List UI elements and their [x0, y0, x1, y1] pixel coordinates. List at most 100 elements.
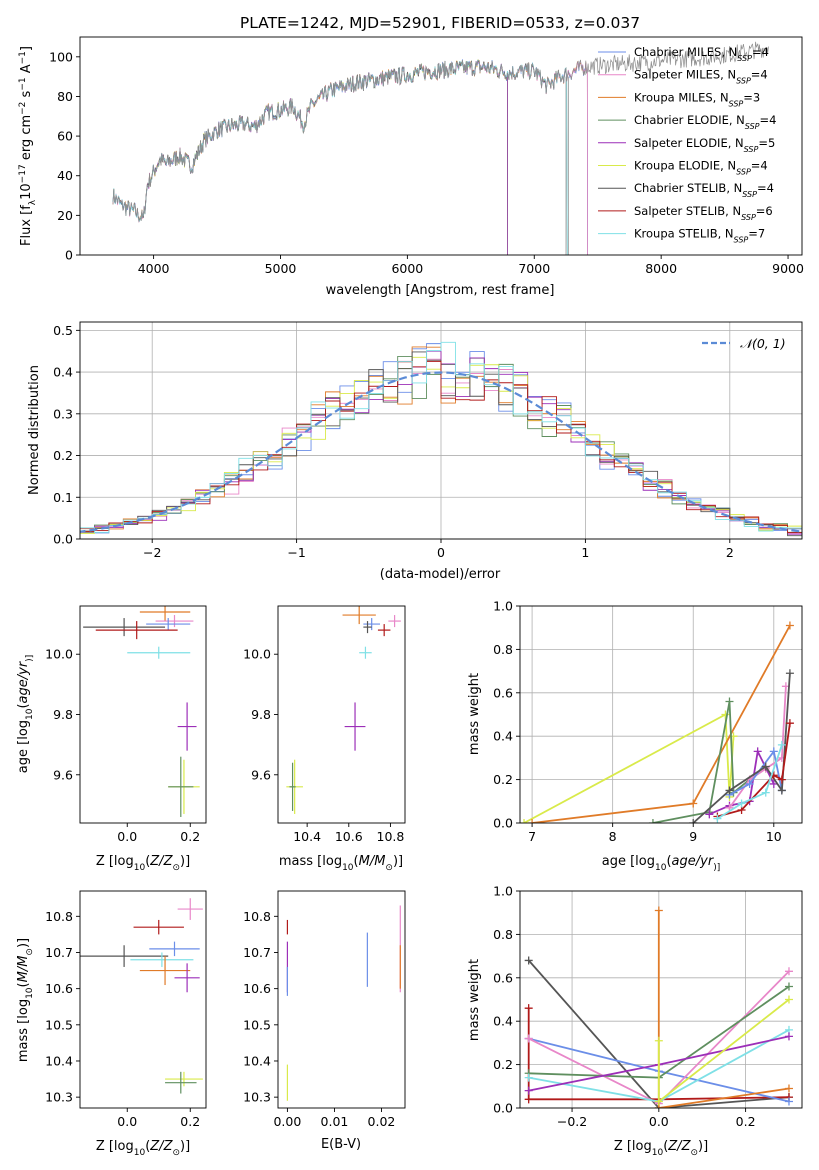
legend-label: Salpeter ELODIE, N [634, 136, 744, 150]
legend-suffix: =4 [751, 68, 768, 82]
x-tick-label: −0.2 [557, 1114, 587, 1129]
series-marker [777, 740, 786, 749]
plot-area [83, 606, 200, 817]
legend-entry: Chabrier STELIB, NSSP=4 [634, 181, 774, 199]
series-marker [689, 819, 698, 823]
legend-entry: Chabrier ELODIE, NSSP=4 [634, 113, 776, 131]
normal-reference-curve [80, 371, 802, 533]
x-tick-label: 7000 [518, 261, 550, 276]
y-axis-label: mass weight [467, 959, 482, 1041]
series-marker [524, 1034, 533, 1043]
y-tick-label: 10.4 [243, 1053, 271, 1068]
axes-spectrum: 4000 5000 6000 7000 8000 9000 0 20 40 60 80 100 [49, 36, 804, 276]
label-part: ⊙ [690, 1148, 698, 1158]
label-part: )] [393, 854, 403, 869]
label-part: 10 [652, 1148, 664, 1158]
histogram-step [80, 341, 802, 539]
series-marker [524, 956, 533, 965]
label-part: age/yr [16, 660, 31, 703]
legend-sub: SSP [742, 190, 757, 199]
series-marker [753, 747, 762, 756]
legend-suffix: =4 [751, 159, 768, 173]
plot-area [80, 341, 802, 539]
plot-area [524, 906, 793, 1108]
label-part: age [log [16, 720, 31, 773]
label-part: ( [145, 854, 150, 869]
x-tick-label: 6000 [391, 261, 423, 276]
x-tick-label: −2 [143, 545, 161, 560]
series-marker [784, 1097, 793, 1106]
series-marker [785, 621, 794, 630]
legend-entry: Kroupa MILES, NSSP=3 [634, 90, 760, 108]
label-part: ( [666, 854, 671, 869]
label-part: mass [log [16, 999, 31, 1062]
x-axis-label: (data-model)/error [380, 567, 501, 582]
legend-entry: Chabrier MILES, NSSP=4 [634, 45, 769, 63]
label-part: ] [19, 46, 34, 51]
label-part: age [log [602, 854, 655, 869]
series-marker [705, 810, 714, 819]
axes-frame [519, 605, 803, 824]
legend-label: Chabrier ELODIE, N [634, 113, 745, 127]
y-tick-label: 0.1 [53, 490, 73, 505]
label-part: ( [16, 982, 31, 987]
label-part: ( [354, 854, 359, 869]
label-part: )] [16, 938, 31, 948]
y-tick-label: 9.8 [251, 707, 271, 722]
series-marker [725, 786, 734, 795]
series-marker [784, 967, 793, 976]
legend-suffix: =4 [752, 45, 769, 59]
legend-sub: SSP [729, 99, 744, 108]
legend-label: Kroupa ELODIE, N [634, 159, 736, 173]
axes-mass_vs_ebv: 0.00 0.01 0.02 10.3 10.4 10.5 10.6 10.7 10.8 [243, 890, 406, 1129]
y-tick-label: 20 [57, 208, 73, 223]
x-tick-label: 9000 [772, 261, 804, 276]
series-line [729, 749, 783, 796]
x-tick-label: 0.02 [368, 1114, 396, 1129]
y-tick-label: 0.8 [493, 927, 513, 942]
legend-label: Kroupa STELIB, N [634, 227, 734, 241]
y-tick-label: 0.6 [493, 685, 513, 700]
y-tick-label: 10.7 [243, 945, 271, 960]
legend-entry: Salpeter ELODIE, NSSP=5 [634, 136, 775, 154]
y-axis-label: mass weight [467, 673, 482, 755]
series-marker [737, 799, 746, 808]
y-tick-label: 0.8 [493, 642, 513, 657]
label-part: )] [180, 854, 190, 869]
series-marker [745, 779, 754, 788]
legend-suffix: =3 [743, 90, 760, 104]
label-part: )] [713, 863, 720, 873]
y-tick-label: 1.0 [493, 884, 513, 899]
legend-sub: SSP [741, 212, 756, 221]
x-tick-label: 0.2 [180, 1114, 200, 1129]
y-tick-label: 9.6 [251, 767, 271, 782]
legend-sub: SSP [736, 76, 751, 85]
y-axis-label: Normed distribution [27, 365, 42, 495]
label-part: )] [25, 655, 35, 662]
x-tick-label: 8 [609, 829, 617, 844]
series-marker [784, 1084, 793, 1093]
y-tick-label: 0.0 [493, 816, 513, 831]
x-tick-label: 1 [581, 545, 589, 560]
axes-frame [79, 890, 207, 1109]
series-marker [654, 1036, 663, 1045]
series-line [528, 959, 790, 1108]
series-marker [721, 710, 730, 719]
legend-sub: SSP [745, 122, 760, 131]
x-axis-label: Z [log10(Z/Z⊙)] [96, 854, 190, 873]
axes-age_vs_mass: 10.4 10.6 10.8 9.6 9.8 10.0 [243, 605, 406, 844]
y-tick-label: 0 [65, 248, 73, 263]
x-tick-label: 0.00 [273, 1114, 301, 1129]
series-marker [784, 995, 793, 1004]
label-part: age/yr [672, 854, 715, 869]
y-tick-label: 10.5 [243, 1017, 271, 1032]
y-tick-label: 0.3 [53, 406, 73, 421]
x-tick-label: 0 [437, 545, 445, 560]
x-tick-label: 0.0 [649, 1114, 669, 1129]
plot-area [286, 606, 401, 814]
x-tick-label: 10.4 [293, 829, 321, 844]
label-part: mass [log [279, 854, 342, 869]
label-part: ( [16, 703, 31, 708]
y-tick-label: 10.6 [243, 981, 271, 996]
